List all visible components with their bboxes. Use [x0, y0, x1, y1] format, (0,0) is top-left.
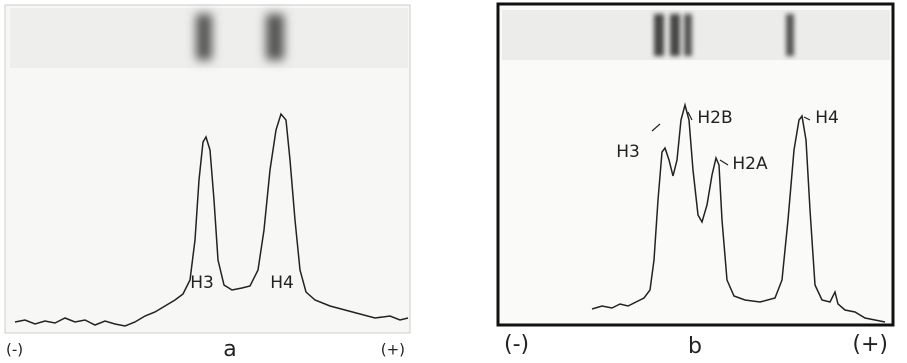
panel-a: H3 H4 (-) a (+) — [5, 5, 410, 362]
panel-caption: a — [223, 337, 236, 362]
peak-label: H2B — [697, 108, 732, 128]
end-label: (-) — [504, 332, 529, 357]
peak-label: H4 — [270, 273, 294, 293]
end-label: (+) — [381, 341, 405, 359]
peak-label: H4 — [815, 108, 839, 128]
peak-label: H2A — [732, 154, 768, 174]
end-label: (+) — [852, 332, 888, 357]
figure: H3 H4 (-) a (+) H3 H2B H2A H4 (-) b (+) — [0, 0, 907, 363]
panel-caption: b — [688, 334, 702, 359]
peak-label: H3 — [616, 142, 640, 162]
peak-label: H3 — [190, 273, 214, 293]
end-label: (-) — [6, 341, 23, 359]
panel-b: H3 H2B H2A H4 (-) b (+) — [498, 4, 893, 359]
gel-strip — [502, 10, 890, 60]
